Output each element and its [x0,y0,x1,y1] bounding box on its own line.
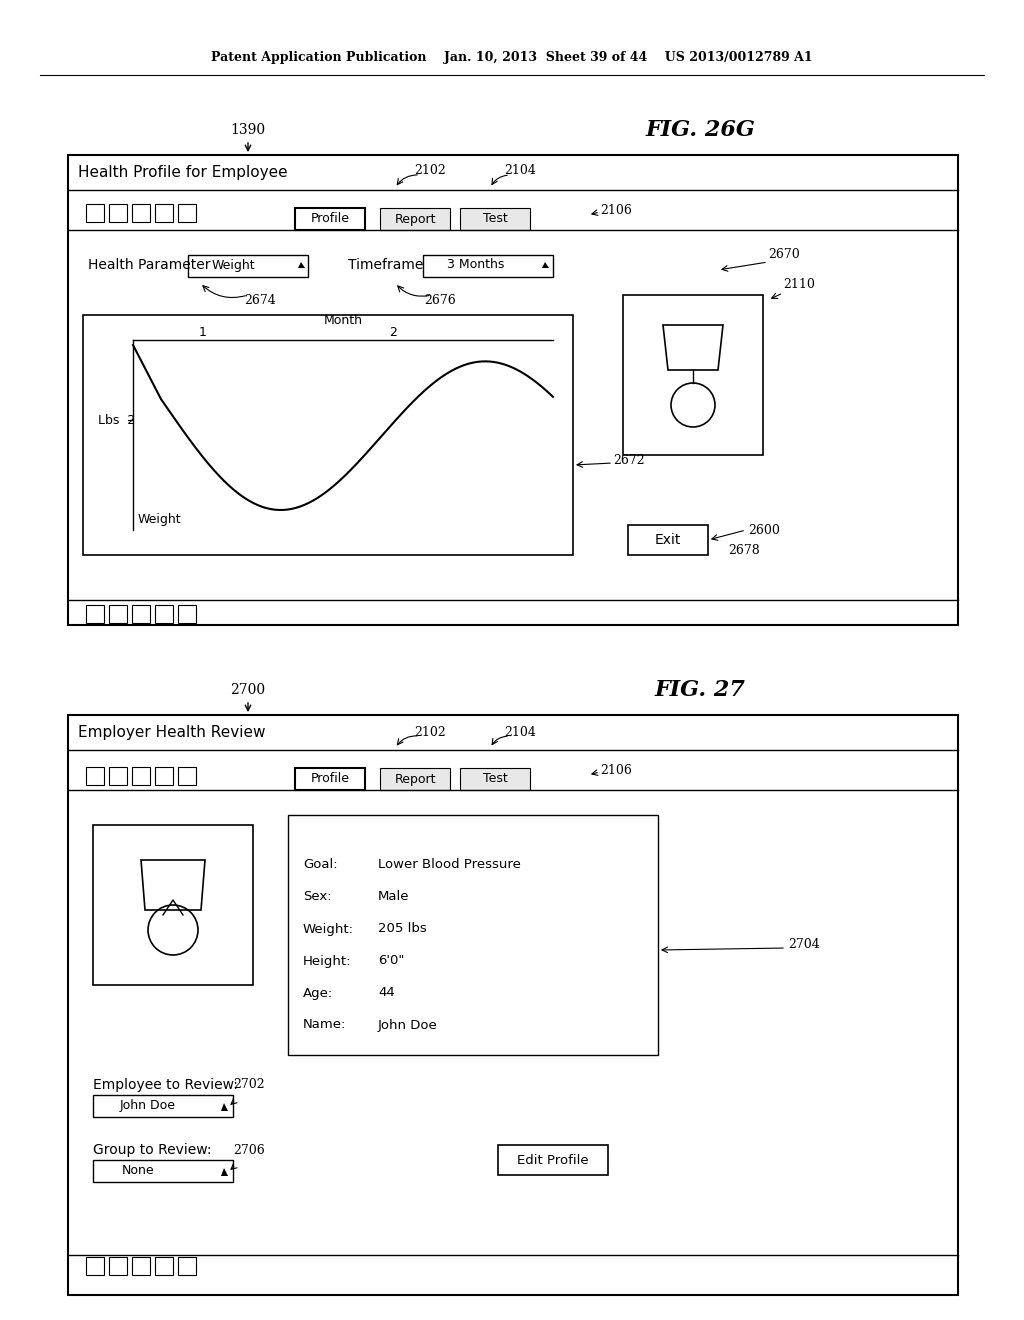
Text: Timeframe: Timeframe [348,257,423,272]
Bar [295,209,365,230]
Bar [155,205,173,222]
Text: Health Profile for Employee: Health Profile for Employee [78,165,288,181]
Bar [86,605,104,623]
Text: 2104: 2104 [504,726,536,738]
Bar [83,315,573,554]
Text: 1: 1 [199,326,207,339]
Text: Edit Profile: Edit Profile [517,1154,589,1167]
Text: Exit: Exit [654,533,681,546]
Bar [178,767,196,785]
Text: 205 lbs: 205 lbs [378,923,427,936]
Text: Profile: Profile [310,772,349,785]
Text: Goal:: Goal: [303,858,338,871]
Text: Name:: Name: [303,1019,346,1031]
Bar [132,605,150,623]
Text: Weight: Weight [138,513,181,527]
Text: Lower Blood Pressure: Lower Blood Pressure [378,858,521,871]
Text: None: None [122,1164,155,1177]
Text: FIG. 27: FIG. 27 [654,678,745,701]
Bar [68,154,958,624]
Text: 2704: 2704 [788,939,820,952]
Polygon shape [221,1168,228,1176]
Text: John Doe: John Doe [120,1100,176,1113]
Text: Employee to Review:: Employee to Review: [93,1078,238,1092]
Bar [460,209,530,230]
Text: 2600: 2600 [748,524,780,536]
Text: Test: Test [482,213,507,226]
Text: Health Parameter: Health Parameter [88,257,211,272]
Bar [155,767,173,785]
Bar [380,768,450,789]
Bar [460,768,530,789]
Bar [132,205,150,222]
Bar [178,605,196,623]
Bar [68,715,958,1295]
Polygon shape [221,1104,228,1111]
Bar [155,1257,173,1275]
Text: Group to Review:: Group to Review: [93,1143,212,1158]
Bar [132,1257,150,1275]
Text: Test: Test [482,772,507,785]
Text: Profile: Profile [310,213,349,226]
Text: Weight:: Weight: [303,923,354,936]
Text: 2670: 2670 [768,248,800,261]
Text: 2106: 2106 [600,203,632,216]
Bar [86,205,104,222]
Text: 2678: 2678 [728,544,760,557]
Text: 44: 44 [378,986,394,999]
Bar [109,1257,127,1275]
Bar [178,205,196,222]
Text: 2104: 2104 [504,164,536,177]
Text: 2706: 2706 [233,1143,265,1156]
Bar [109,605,127,623]
Text: Age:: Age: [303,986,333,999]
Bar [295,768,365,789]
Text: Lbs  2: Lbs 2 [98,413,135,426]
Bar [155,605,173,623]
Bar [423,255,553,277]
Text: John Doe: John Doe [378,1019,437,1031]
Bar [93,825,253,985]
Text: Sex:: Sex: [303,891,332,903]
Text: Weight: Weight [211,259,255,272]
Bar [380,209,450,230]
Text: 2102: 2102 [414,164,445,177]
Bar [109,767,127,785]
Text: 2702: 2702 [233,1078,264,1092]
Text: 2110: 2110 [783,279,815,292]
Text: Height:: Height: [303,954,351,968]
Bar [288,814,658,1055]
Text: FIG. 26G: FIG. 26G [645,119,755,141]
Bar [498,1144,608,1175]
Text: 2: 2 [389,326,397,339]
Bar [86,1257,104,1275]
Text: Report: Report [394,772,436,785]
Bar [178,1257,196,1275]
Text: Patent Application Publication    Jan. 10, 2013  Sheet 39 of 44    US 2013/00127: Patent Application Publication Jan. 10, … [211,51,813,65]
Bar [86,767,104,785]
Bar [109,205,127,222]
Bar [188,255,308,277]
Text: Male: Male [378,891,410,903]
Text: Employer Health Review: Employer Health Review [78,726,265,741]
Text: 2106: 2106 [600,763,632,776]
Text: 3 Months: 3 Months [447,259,505,272]
Polygon shape [542,261,549,268]
Bar [628,525,708,554]
Text: 6'0": 6'0" [378,954,404,968]
Bar [93,1160,233,1181]
Text: Month: Month [324,314,362,326]
Bar [132,767,150,785]
Bar [623,294,763,455]
Text: 2672: 2672 [613,454,645,466]
Text: 2676: 2676 [424,293,456,306]
Text: 2102: 2102 [414,726,445,738]
Text: 2700: 2700 [230,682,265,697]
Bar [93,1096,233,1117]
Text: Report: Report [394,213,436,226]
Text: 1390: 1390 [230,123,265,137]
Text: 2674: 2674 [244,293,275,306]
Polygon shape [298,261,305,268]
